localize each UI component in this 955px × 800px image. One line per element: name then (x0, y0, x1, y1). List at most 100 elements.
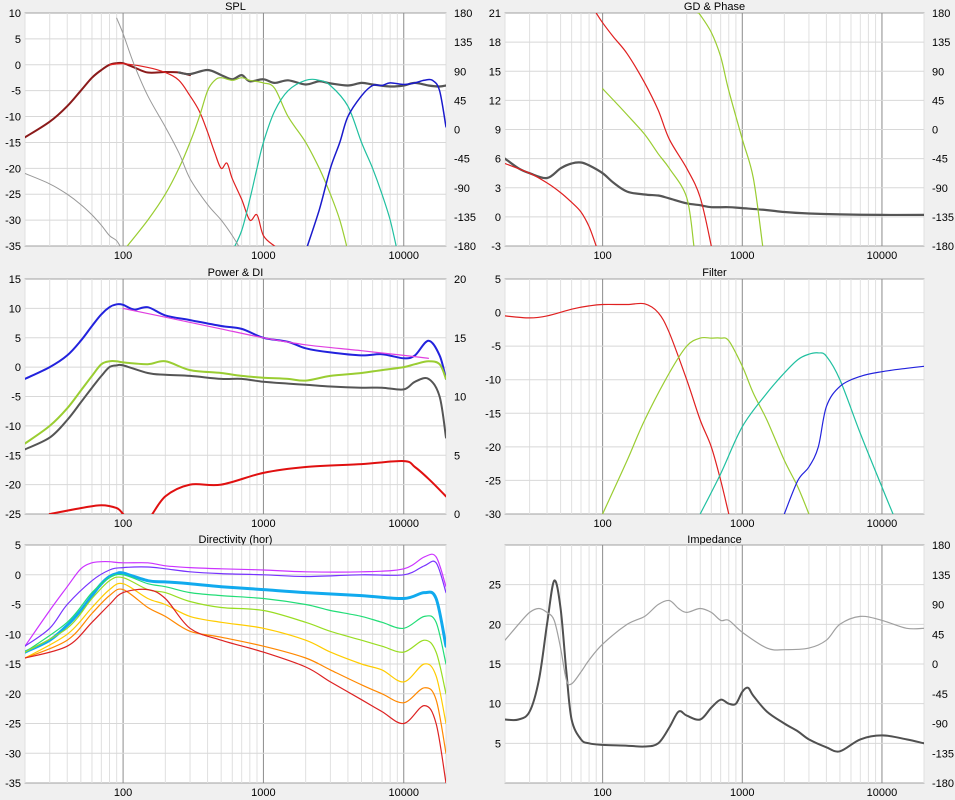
series-group (25, 17, 446, 246)
x-tick-label: 10000 (388, 787, 419, 799)
chart-svg: Directivity (hor) 5 0 -5 -10 -15 -20 -25 -30 -35 1… (5, 534, 447, 799)
y-tick-label: 10 (9, 303, 21, 315)
y2-tick-label: -45 (932, 689, 948, 701)
series-line (234, 78, 397, 246)
y-tick-label: 5 (15, 333, 21, 345)
y-tick-label: -15 (485, 408, 501, 420)
y-tick-label: 25 (489, 580, 501, 592)
y-tick-label: 18 (489, 37, 501, 49)
x-tick-label: 10000 (867, 518, 898, 530)
chart-svg: GD & Phase 21 18 15 12 9 6 3 0 -3 180 135 90 45 0 -45 -9… (489, 1, 954, 262)
directivity-chart: Directivity (hor) 5 0 -5 -10 -15 -20 -25 -30 -35 1… (0, 533, 477, 800)
series-line (25, 303, 446, 380)
y2-tick-label: -135 (932, 212, 954, 224)
y2-tick-label: -135 (932, 748, 954, 760)
x-tick-label: 100 (114, 787, 132, 799)
y-tick-label: -5 (11, 600, 21, 612)
series-line (126, 77, 348, 246)
x-tick-label: 1000 (730, 518, 754, 530)
y-tick-label: -20 (5, 163, 21, 175)
y2-tick-label: 180 (454, 8, 472, 20)
y2-tick-label: 135 (454, 37, 472, 49)
series-line (25, 582, 446, 725)
y-tick-label: 12 (489, 95, 501, 107)
chart-svg: Power & DI 15 10 5 0 -5 -10 -15 -20 -25 20 15 10 5 0 10… (5, 267, 466, 530)
y-tick-label: -25 (5, 719, 21, 731)
y2-tick-label: 90 (932, 600, 944, 612)
series-line (699, 352, 894, 514)
chart-title: Filter (702, 267, 727, 279)
plot-area (24, 12, 447, 247)
y-tick-label: -30 (5, 215, 21, 227)
y-tick-label: -20 (485, 442, 501, 454)
series-line (602, 88, 695, 246)
y2-tick-label: 5 (454, 450, 460, 462)
y-tick-label: 0 (495, 212, 501, 224)
series-line (116, 17, 240, 246)
series-group (505, 302, 924, 514)
y-tick-label: 0 (15, 60, 21, 72)
y-tick-label: -10 (5, 112, 21, 124)
y2-tick-label: 0 (454, 509, 460, 521)
y-tick-label: -35 (5, 241, 21, 253)
y-tick-label: -35 (5, 778, 21, 790)
y-tick-label: 15 (489, 66, 501, 78)
series-group (25, 553, 446, 783)
y2-tick-label: 0 (932, 659, 938, 671)
series-line (48, 460, 446, 514)
y-tick-label: -3 (491, 241, 501, 253)
y-tick-label: 6 (495, 154, 501, 166)
y2-tick-label: 45 (932, 629, 944, 641)
x-tick-label: 10000 (867, 787, 898, 799)
series-line (505, 157, 924, 217)
series-group (505, 13, 924, 246)
series-line (306, 78, 446, 246)
y-tick-label: 20 (489, 619, 501, 631)
y-tick-label: -5 (11, 392, 21, 404)
y-tick-label: -20 (5, 480, 21, 492)
y2-tick-label: 90 (454, 66, 466, 78)
y-tick-label: 9 (495, 125, 501, 137)
x-tick-label: 1000 (730, 250, 754, 262)
y-tick-label: -15 (5, 450, 21, 462)
series-line (25, 588, 446, 754)
y-tick-label: 0 (15, 570, 21, 582)
y2-tick-label: 20 (454, 274, 466, 286)
y2-tick-label: 135 (932, 37, 950, 49)
series-line (25, 360, 446, 445)
series-line (602, 336, 810, 514)
series-line (595, 13, 712, 246)
chart-title: Directivity (hor) (199, 534, 273, 546)
y2-tick-label: 180 (932, 8, 950, 20)
y-tick-label: -10 (5, 629, 21, 641)
series-line (505, 579, 924, 753)
y-tick-label: 15 (489, 659, 501, 671)
y2-tick-label: -45 (454, 154, 470, 166)
y2-tick-label: -90 (454, 183, 470, 195)
series-line (697, 13, 764, 246)
x-tick-label: 1000 (251, 250, 275, 262)
x-tick-label: 1000 (251, 787, 275, 799)
y2-tick-label: 90 (932, 66, 944, 78)
x-tick-label: 100 (593, 250, 611, 262)
x-tick-label: 10000 (867, 250, 898, 262)
y-tick-label: -30 (5, 748, 21, 760)
x-tick-label: 100 (114, 250, 132, 262)
series-line (25, 571, 446, 654)
series-group (25, 303, 446, 514)
chart-svg: Impedance 25 20 15 10 5 180 135 90 45 0 -45 -90 -135 -… (489, 534, 954, 799)
x-tick-label: 100 (593, 787, 611, 799)
y2-tick-label: 10 (454, 392, 466, 404)
chart-title: Power & DI (208, 267, 264, 279)
y2-tick-label: -90 (932, 719, 948, 731)
x-tick-label: 1000 (730, 787, 754, 799)
y2-tick-label: 0 (454, 125, 460, 137)
series-line (25, 553, 446, 647)
x-tick-label: 100 (593, 518, 611, 530)
y-tick-label: -10 (485, 375, 501, 387)
x-tick-label: 10000 (388, 250, 419, 262)
y2-tick-label: 15 (454, 333, 466, 345)
y-tick-label: 5 (495, 738, 501, 750)
chart-svg: SPL 10 5 0 -5 -10 -15 -20 -25 -30 -35 180 135 90 45 0 -4… (5, 1, 476, 262)
y-tick-label: -20 (5, 689, 21, 701)
